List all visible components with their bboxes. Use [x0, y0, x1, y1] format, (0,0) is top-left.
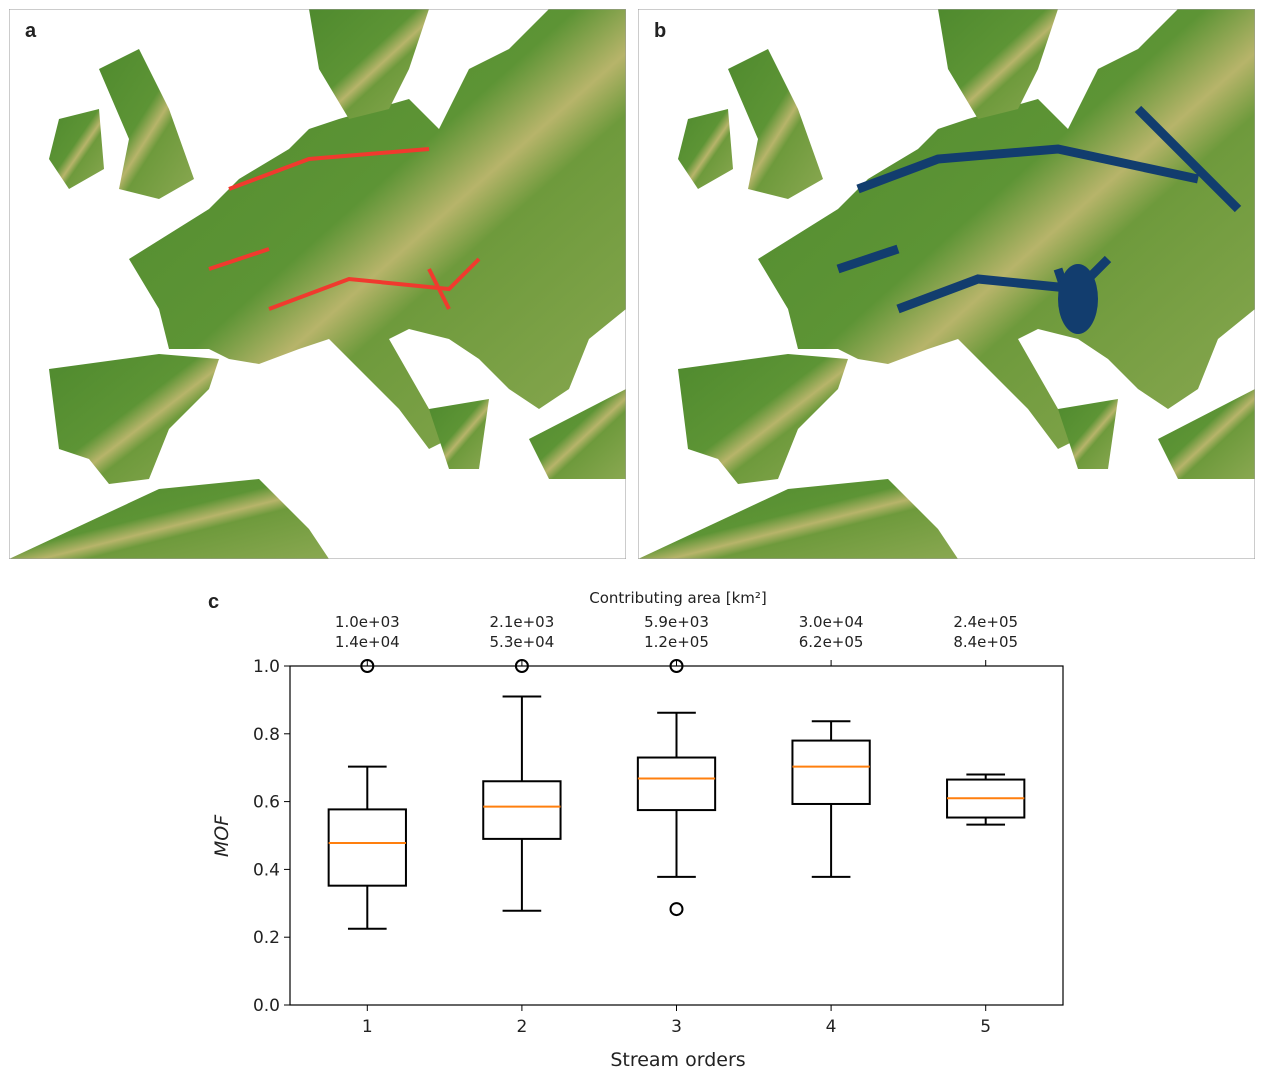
y-tick-label: 0.4 [253, 860, 280, 880]
box [483, 781, 560, 839]
top-tick-label: 2.1e+03 [490, 613, 555, 631]
top-tick-label: 6.2e+05 [799, 633, 864, 651]
x-tick-label: 5 [980, 1017, 991, 1037]
y-tick-label: 0.2 [253, 928, 280, 948]
panel-label: a [25, 20, 37, 42]
top-tick-label: 5.9e+03 [644, 613, 709, 631]
outlier [671, 903, 683, 915]
box [638, 758, 715, 811]
y-tick-label: 0.0 [253, 996, 280, 1016]
x-tick-label: 3 [671, 1017, 682, 1037]
panel-label: c [208, 591, 219, 613]
page: a b c Contributing area [km²] Stream ord… [0, 0, 1262, 1075]
x-tick-label: 4 [826, 1017, 837, 1037]
top-tick-label: 5.3e+04 [490, 633, 555, 651]
figure: a b c Contributing area [km²] Stream ord… [0, 0, 1262, 1071]
top-tick-label: 3.0e+04 [799, 613, 864, 631]
y-tick-label: 0.6 [253, 793, 280, 813]
x-tick-label: 1 [362, 1017, 373, 1037]
map-b: b [638, 9, 1255, 559]
top-tick-label: 2.4e+05 [953, 613, 1018, 631]
y-tick-label: 0.8 [253, 725, 280, 745]
map-a: a [9, 9, 626, 559]
y-tick-label: 1.0 [253, 657, 280, 677]
top-tick-label: 1.2e+05 [644, 633, 709, 651]
panel-label: b [654, 20, 666, 42]
box [329, 809, 406, 885]
top-tick-label: 1.0e+03 [335, 613, 400, 631]
box [792, 741, 869, 804]
top-tick-label: 8.4e+05 [953, 633, 1018, 651]
top-tick-label: 1.4e+04 [335, 633, 400, 651]
x-axis-label: Stream orders [610, 1049, 745, 1071]
x-tick-label: 2 [516, 1017, 527, 1037]
top-axis-label: Contributing area [km²] [589, 589, 766, 607]
y-axis-label: MOF [211, 814, 233, 857]
